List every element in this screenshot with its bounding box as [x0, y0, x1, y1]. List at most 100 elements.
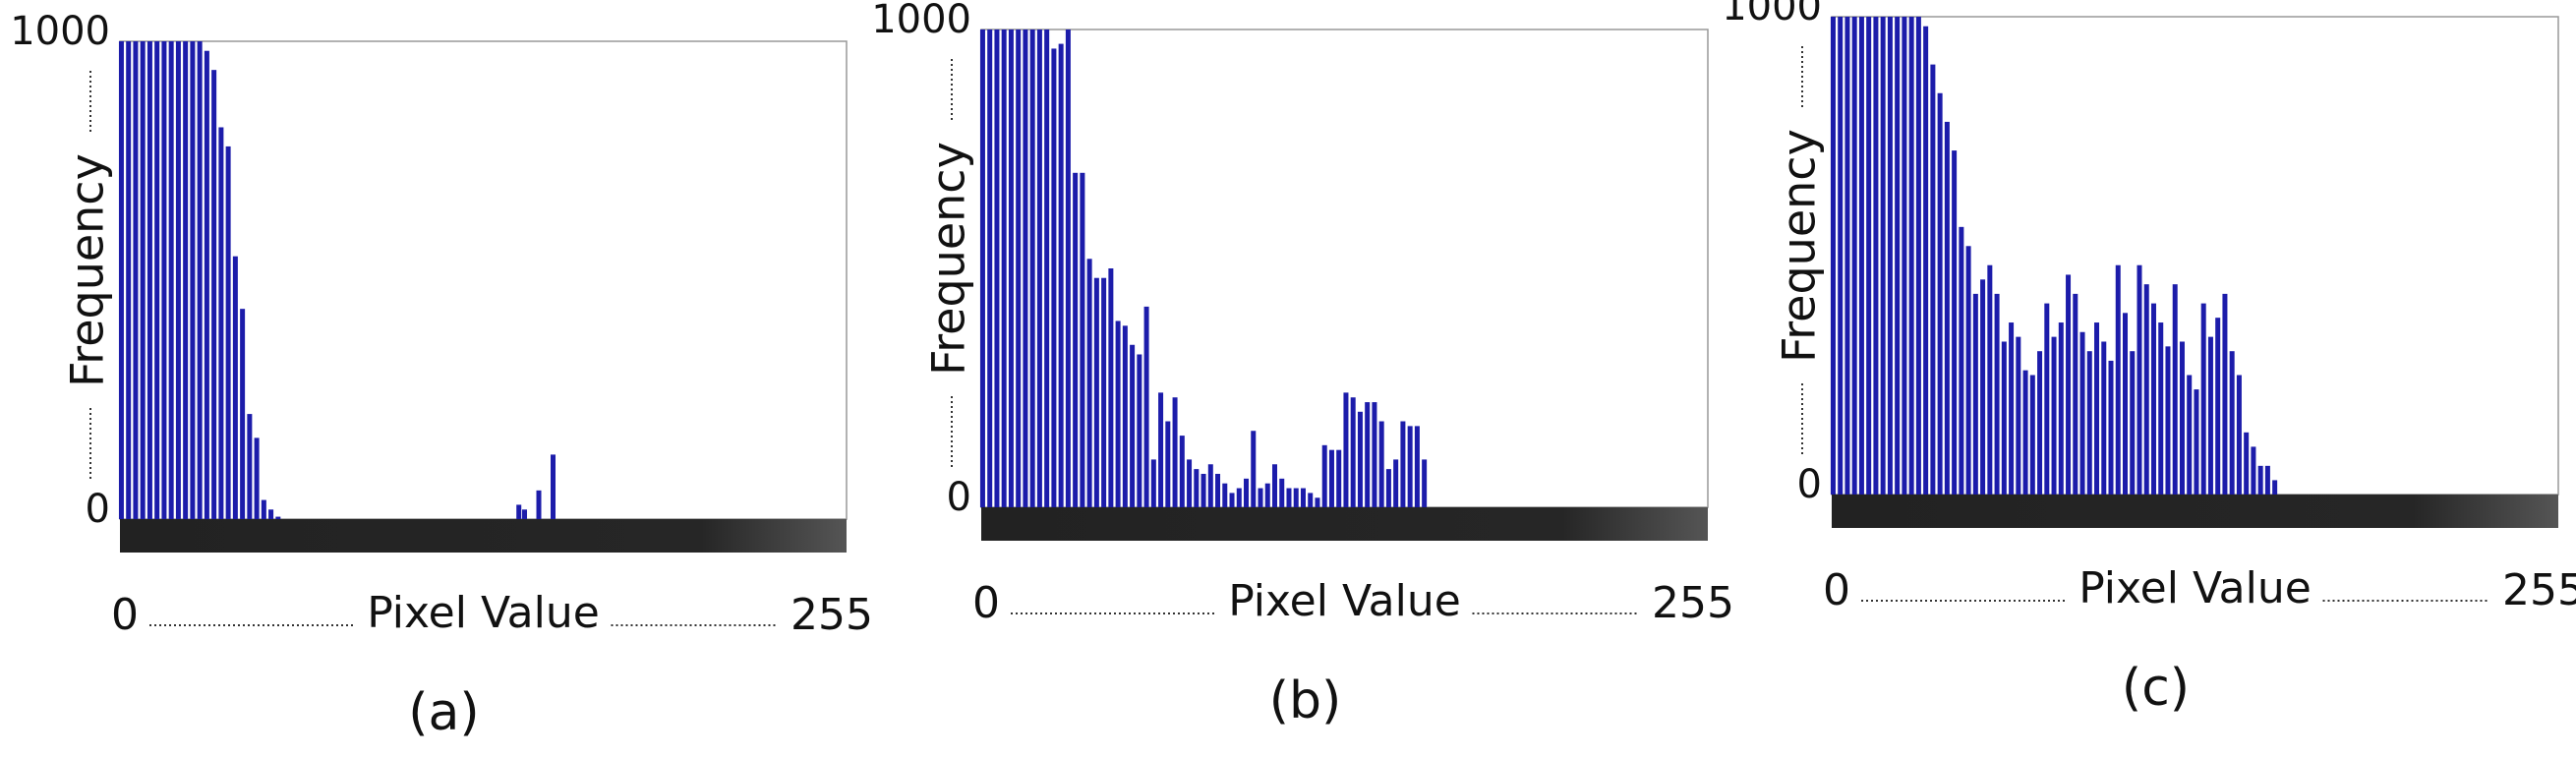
bar — [161, 41, 167, 519]
bar — [2115, 264, 2121, 495]
bar — [1895, 17, 1901, 495]
bar — [1264, 483, 1270, 507]
bar — [2150, 303, 2156, 495]
bar — [275, 516, 281, 519]
bar — [140, 41, 146, 519]
bar — [1952, 150, 1958, 495]
bar — [1122, 325, 1128, 507]
x-tick-label: 255 — [1652, 578, 1734, 628]
bar — [1378, 421, 1384, 507]
bar — [2094, 322, 2100, 495]
bar — [2044, 303, 2050, 495]
bar — [1194, 469, 1200, 507]
bar — [994, 29, 1000, 507]
bar — [1093, 277, 1099, 507]
bar — [154, 41, 160, 519]
bar — [1229, 493, 1235, 507]
bar — [2236, 375, 2242, 495]
bar — [2016, 336, 2021, 495]
bar — [126, 41, 132, 519]
bar — [218, 127, 224, 520]
bar — [2051, 336, 2057, 495]
bar — [1414, 426, 1420, 507]
bar — [1279, 478, 1285, 507]
bar — [118, 41, 124, 519]
bar — [211, 70, 217, 519]
bar — [1372, 402, 1377, 507]
bar — [2037, 351, 2043, 495]
bar — [1016, 29, 1022, 507]
caption: (a) — [408, 683, 479, 742]
bar — [2108, 360, 2114, 495]
bar — [2029, 375, 2035, 495]
bar — [1838, 17, 1844, 495]
y-tick-label: 1000 — [1722, 0, 1822, 29]
bar — [2257, 465, 2263, 495]
bar — [1887, 17, 1893, 495]
x-axis-label: Pixel Value — [1228, 576, 1461, 626]
bar — [1851, 17, 1857, 495]
bar — [1315, 497, 1320, 507]
bar — [979, 29, 985, 507]
bar — [197, 41, 203, 519]
bar — [1073, 172, 1079, 508]
y-tick-label: 1000 — [871, 0, 971, 42]
bar — [1873, 17, 1879, 495]
bar — [2009, 322, 2015, 495]
bar — [2022, 370, 2028, 495]
bar — [1393, 459, 1399, 507]
bar — [1051, 48, 1057, 507]
bar — [254, 437, 260, 519]
bar — [1080, 172, 1085, 508]
bar — [225, 146, 231, 520]
intensity-bar — [120, 519, 847, 553]
bar — [2143, 284, 2149, 495]
bar — [1036, 29, 1042, 507]
bar — [1200, 473, 1206, 507]
bar — [168, 41, 174, 519]
bar — [133, 41, 139, 519]
bar — [1293, 488, 1299, 507]
bar — [2066, 274, 2072, 495]
bar — [247, 414, 253, 519]
y-tick-label: 0 — [947, 475, 971, 520]
bar — [536, 490, 542, 519]
bar — [1880, 17, 1886, 495]
bar — [1987, 264, 1993, 495]
bar — [2207, 336, 2213, 495]
bar — [240, 309, 246, 519]
x-tick-label: 0 — [111, 590, 139, 640]
bar — [1143, 306, 1149, 507]
bar — [1336, 449, 1342, 507]
bar — [1422, 459, 1428, 507]
bar — [183, 41, 189, 519]
bar — [1308, 493, 1314, 507]
bar — [1044, 29, 1050, 507]
bar — [1400, 421, 1406, 507]
caption: (c) — [2122, 659, 2190, 718]
y-axis-label: Frequency — [1773, 129, 1826, 363]
bar — [1271, 464, 1277, 507]
bar — [1300, 488, 1306, 507]
bar — [1258, 488, 1263, 507]
bar — [2058, 322, 2064, 495]
bar — [1137, 354, 1142, 507]
bar — [1385, 469, 1391, 507]
bar — [1365, 402, 1371, 507]
bar — [1236, 488, 1242, 507]
bar — [2194, 389, 2199, 495]
bar — [1029, 29, 1035, 507]
bar — [1858, 17, 1864, 495]
bar — [1023, 29, 1028, 507]
bar — [1187, 459, 1193, 507]
bar — [1108, 268, 1114, 507]
bar — [2073, 293, 2078, 495]
y-tick-label: 1000 — [10, 9, 110, 54]
bar — [1001, 29, 1007, 507]
bar — [1215, 473, 1221, 507]
x-tick-label: 255 — [790, 590, 873, 640]
bar — [1965, 246, 1971, 495]
bar — [1130, 344, 1136, 507]
intensity-bar — [981, 507, 1708, 541]
bar — [1286, 488, 1292, 507]
